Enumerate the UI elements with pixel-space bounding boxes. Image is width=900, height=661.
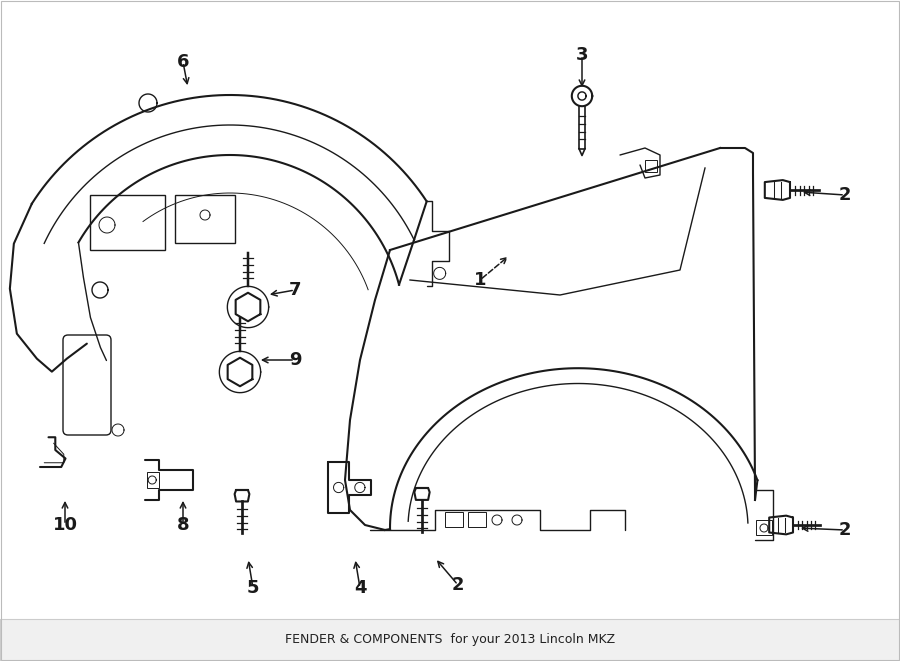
Text: 5: 5 — [247, 579, 259, 597]
Text: 2: 2 — [839, 186, 851, 204]
Bar — [756, 520, 772, 535]
Bar — [445, 512, 463, 527]
Text: 10: 10 — [52, 516, 77, 534]
Bar — [90, 195, 165, 250]
Bar — [0, 619, 900, 661]
Bar — [147, 472, 159, 488]
Bar — [645, 160, 657, 172]
Text: 2: 2 — [839, 521, 851, 539]
Text: 8: 8 — [176, 516, 189, 534]
Text: 2: 2 — [452, 576, 464, 594]
Text: 1: 1 — [473, 271, 486, 289]
Bar — [175, 195, 235, 243]
Text: 6: 6 — [176, 53, 189, 71]
Text: 9: 9 — [289, 351, 302, 369]
Text: FENDER & COMPONENTS  for your 2013 Lincoln MKZ: FENDER & COMPONENTS for your 2013 Lincol… — [285, 633, 615, 646]
Bar — [468, 512, 486, 527]
Text: 4: 4 — [354, 579, 366, 597]
Text: 3: 3 — [576, 46, 589, 64]
Text: 7: 7 — [289, 281, 302, 299]
